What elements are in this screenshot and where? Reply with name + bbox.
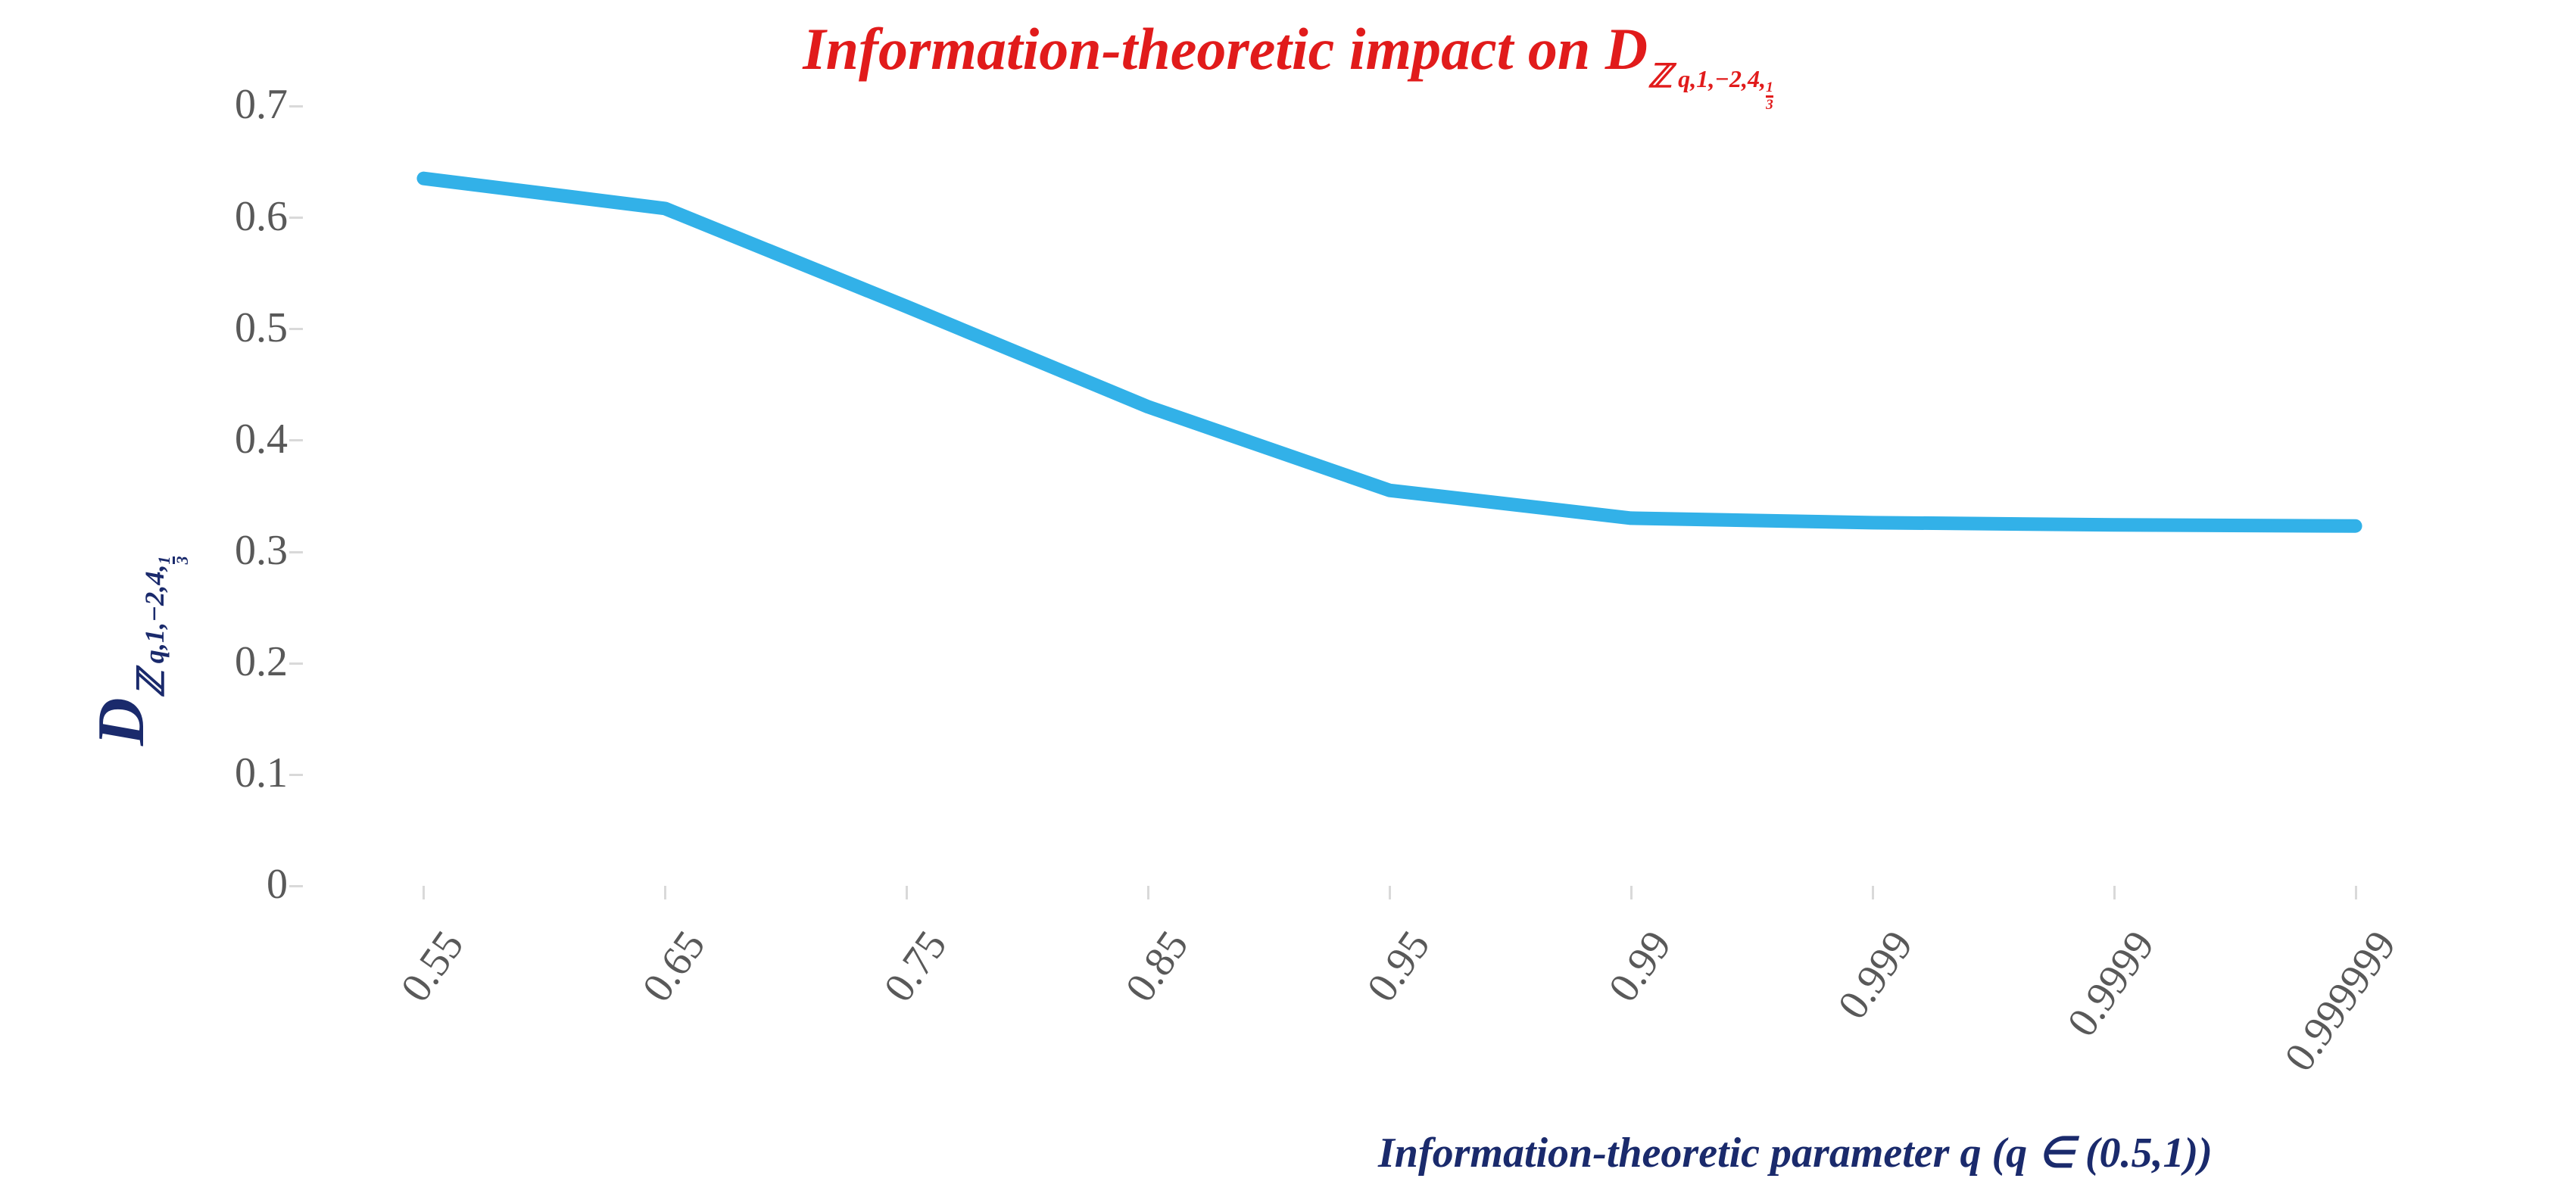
y-tick-label: 0.5 xyxy=(136,304,288,352)
y-tick-label: 0 xyxy=(136,860,288,909)
x-tick-mark xyxy=(2355,886,2357,899)
x-tick-mark xyxy=(1147,886,1149,899)
x-tick-mark xyxy=(1872,886,1874,899)
y-tick-label: 0.1 xyxy=(136,749,288,797)
line-series xyxy=(303,106,2476,886)
x-tick-mark xyxy=(906,886,908,899)
x-tick-mark xyxy=(1389,886,1391,899)
x-tick-label: 0.65 xyxy=(633,922,716,1011)
x-axis-label: Information-theoretic parameter q (q ∈ (… xyxy=(1378,1128,2213,1177)
x-tick-mark xyxy=(423,886,425,899)
x-tick-mark xyxy=(2113,886,2116,899)
y-tick-mark xyxy=(289,439,303,441)
y-tick-mark xyxy=(289,105,303,108)
x-tick-mark xyxy=(1630,886,1633,899)
series-line xyxy=(423,179,2355,526)
y-tick-mark xyxy=(289,217,303,219)
x-tick-label: 0.999999 xyxy=(2275,922,2406,1080)
y-tick-mark xyxy=(289,885,303,887)
x-tick-label: 0.95 xyxy=(1358,922,1440,1011)
y-tick-mark xyxy=(289,551,303,553)
y-tick-label: 0.6 xyxy=(136,192,288,241)
plot-area: 00.10.20.30.40.50.60.70.550.650.750.850.… xyxy=(303,106,2476,886)
x-tick-mark xyxy=(664,886,666,899)
y-tick-label: 0.7 xyxy=(136,80,288,129)
y-tick-mark xyxy=(289,662,303,665)
x-tick-label: 0.999 xyxy=(1828,922,1923,1028)
chart-container: Information-theoretic impact on Dℤ q,1,−… xyxy=(0,0,2576,1197)
y-tick-mark xyxy=(289,774,303,776)
x-tick-label: 0.55 xyxy=(391,922,474,1011)
y-tick-label: 0.4 xyxy=(136,415,288,463)
y-tick-label: 0.2 xyxy=(136,637,288,686)
x-tick-label: 0.99 xyxy=(1599,922,1682,1011)
y-tick-label: 0.3 xyxy=(136,526,288,575)
x-tick-label: 0.75 xyxy=(875,922,957,1011)
x-tick-label: 0.85 xyxy=(1116,922,1199,1011)
y-tick-mark xyxy=(289,328,303,330)
x-tick-label: 0.9999 xyxy=(2057,922,2164,1046)
chart-title: Information-theoretic impact on Dℤ q,1,−… xyxy=(0,15,2576,111)
